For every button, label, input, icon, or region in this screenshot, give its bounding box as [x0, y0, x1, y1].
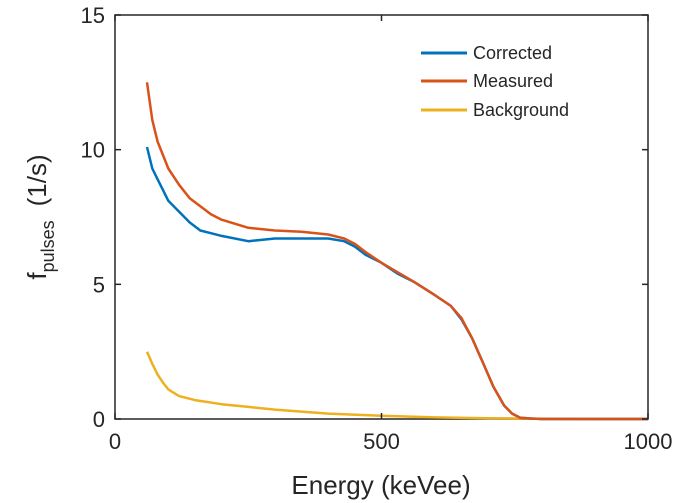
- y-tick-label: 10: [81, 138, 105, 163]
- plot-area: [114, 14, 649, 420]
- series-line-background: [145, 351, 648, 421]
- y-tick-label: 5: [93, 272, 105, 297]
- y-tick-label: 0: [93, 407, 105, 432]
- series-line-measured: [145, 82, 648, 421]
- x-axis-label: Energy (keVee): [291, 470, 470, 500]
- y-axis-label-main: f: [22, 272, 52, 280]
- series-layer: [145, 82, 648, 421]
- x-tick-label: 500: [363, 429, 400, 454]
- legend-label-corrected: Corrected: [473, 43, 552, 63]
- legend-label-background: Background: [473, 100, 569, 120]
- x-tick-label: 1000: [624, 429, 673, 454]
- legend: Corrected Measured Background: [421, 43, 569, 120]
- y-tick-label: 15: [81, 3, 105, 28]
- y-axis-label-group: fpulses (1/s): [22, 154, 58, 279]
- y-axis-label: fpulses (1/s): [22, 154, 58, 279]
- ticks-layer: 0 500 1000 0 5 10 15: [81, 3, 673, 454]
- x-tick-label: 0: [109, 429, 121, 454]
- legend-label-measured: Measured: [473, 71, 553, 91]
- y-axis-label-subscript: pulses: [38, 220, 58, 272]
- y-axis-label-unit: (1/s): [22, 154, 52, 206]
